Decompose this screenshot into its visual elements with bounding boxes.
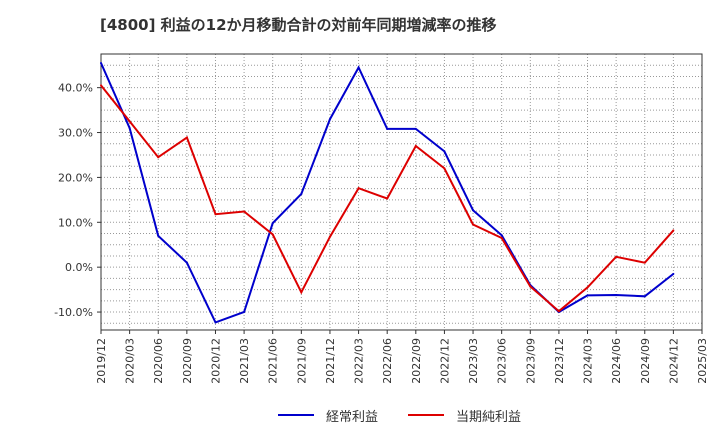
data-point-series-0 xyxy=(100,61,102,64)
data-point-series-0 xyxy=(300,193,303,196)
x-tick-label: 2020/06 xyxy=(152,338,165,384)
legend-swatch-net-profit xyxy=(408,414,444,416)
data-point-series-0 xyxy=(615,293,618,296)
legend-item-net-profit: 当期純利益 xyxy=(408,404,521,426)
plot-area xyxy=(101,54,702,330)
x-tick-label: 2022/03 xyxy=(353,338,366,384)
data-point-series-1 xyxy=(615,255,618,258)
data-point-series-1 xyxy=(243,210,246,213)
data-point-series-0 xyxy=(128,127,131,130)
x-tick-label: 2023/06 xyxy=(496,338,509,384)
x-tick-label: 2023/09 xyxy=(524,338,537,384)
data-point-series-0 xyxy=(472,209,475,212)
x-tick-label: 2022/12 xyxy=(438,338,451,384)
data-point-series-1 xyxy=(414,145,417,147)
data-point-series-1 xyxy=(557,310,560,313)
data-point-series-1 xyxy=(128,120,131,123)
data-point-series-1 xyxy=(443,167,446,170)
chart-title: [4800] 利益の12か月移動合計の対前年同期増減率の推移 xyxy=(100,16,497,34)
data-point-series-0 xyxy=(386,127,389,130)
data-point-series-0 xyxy=(443,150,446,153)
data-point-series-0 xyxy=(586,294,589,297)
x-tick-label: 2023/03 xyxy=(467,338,480,384)
data-point-series-0 xyxy=(328,118,331,121)
data-point-series-1 xyxy=(328,235,331,238)
y-tick-label: -10.0% xyxy=(54,306,93,319)
data-point-series-1 xyxy=(643,261,646,264)
x-tick-label: 2024/06 xyxy=(610,338,623,384)
x-tick-label: 2020/09 xyxy=(181,338,194,384)
x-tick-label: 2024/12 xyxy=(667,338,680,384)
data-point-series-0 xyxy=(157,234,160,237)
legend-label-ordinary-profit: 経常利益 xyxy=(326,409,379,425)
data-point-series-1 xyxy=(157,156,160,159)
data-point-series-0 xyxy=(271,222,274,225)
x-tick-label: 2019/12 xyxy=(95,338,108,384)
data-point-series-0 xyxy=(643,295,646,298)
y-tick-label: 40.0% xyxy=(58,82,93,95)
data-point-series-0 xyxy=(214,321,217,324)
data-point-series-1 xyxy=(185,136,188,139)
x-tick-label: 2024/03 xyxy=(582,338,595,384)
data-point-series-1 xyxy=(300,291,303,294)
x-tick-label: 2021/06 xyxy=(267,338,280,384)
x-tick-label: 2025/03 xyxy=(696,338,709,384)
data-point-series-0 xyxy=(414,127,417,130)
data-point-series-0 xyxy=(500,234,503,237)
legend-swatch-ordinary-profit xyxy=(278,414,314,416)
x-tick-label: 2023/12 xyxy=(553,338,566,384)
y-tick-label: 0.0% xyxy=(65,261,93,274)
y-tick-label: 30.0% xyxy=(58,127,93,140)
data-point-series-1 xyxy=(100,84,102,87)
legend-label-net-profit: 当期純利益 xyxy=(456,409,522,425)
legend-item-ordinary-profit: 経常利益 xyxy=(278,404,378,426)
data-point-series-0 xyxy=(243,311,246,314)
x-tick-label: 2021/03 xyxy=(238,338,251,384)
data-point-series-1 xyxy=(271,233,274,236)
x-tick-label: 2020/12 xyxy=(209,338,222,384)
data-point-series-1 xyxy=(586,286,589,289)
x-tick-label: 2020/03 xyxy=(124,338,137,384)
data-point-series-1 xyxy=(529,285,532,288)
data-point-series-0 xyxy=(357,66,360,69)
data-point-series-1 xyxy=(357,187,360,190)
data-point-series-1 xyxy=(672,229,675,232)
x-tick-label: 2021/12 xyxy=(324,338,337,384)
data-point-series-0 xyxy=(185,261,188,264)
data-point-series-0 xyxy=(672,272,675,275)
data-point-series-1 xyxy=(500,237,503,239)
x-tick-label: 2021/09 xyxy=(295,338,308,384)
y-tick-label: 20.0% xyxy=(58,171,93,184)
data-point-series-1 xyxy=(386,197,389,200)
data-point-series-1 xyxy=(214,213,217,216)
x-tick-label: 2022/06 xyxy=(381,338,394,384)
y-tick-label: 10.0% xyxy=(58,216,93,229)
x-tick-label: 2024/09 xyxy=(639,338,652,384)
plot-border xyxy=(100,53,703,331)
x-tick-label: 2022/09 xyxy=(410,338,423,384)
data-point-series-1 xyxy=(472,223,475,226)
